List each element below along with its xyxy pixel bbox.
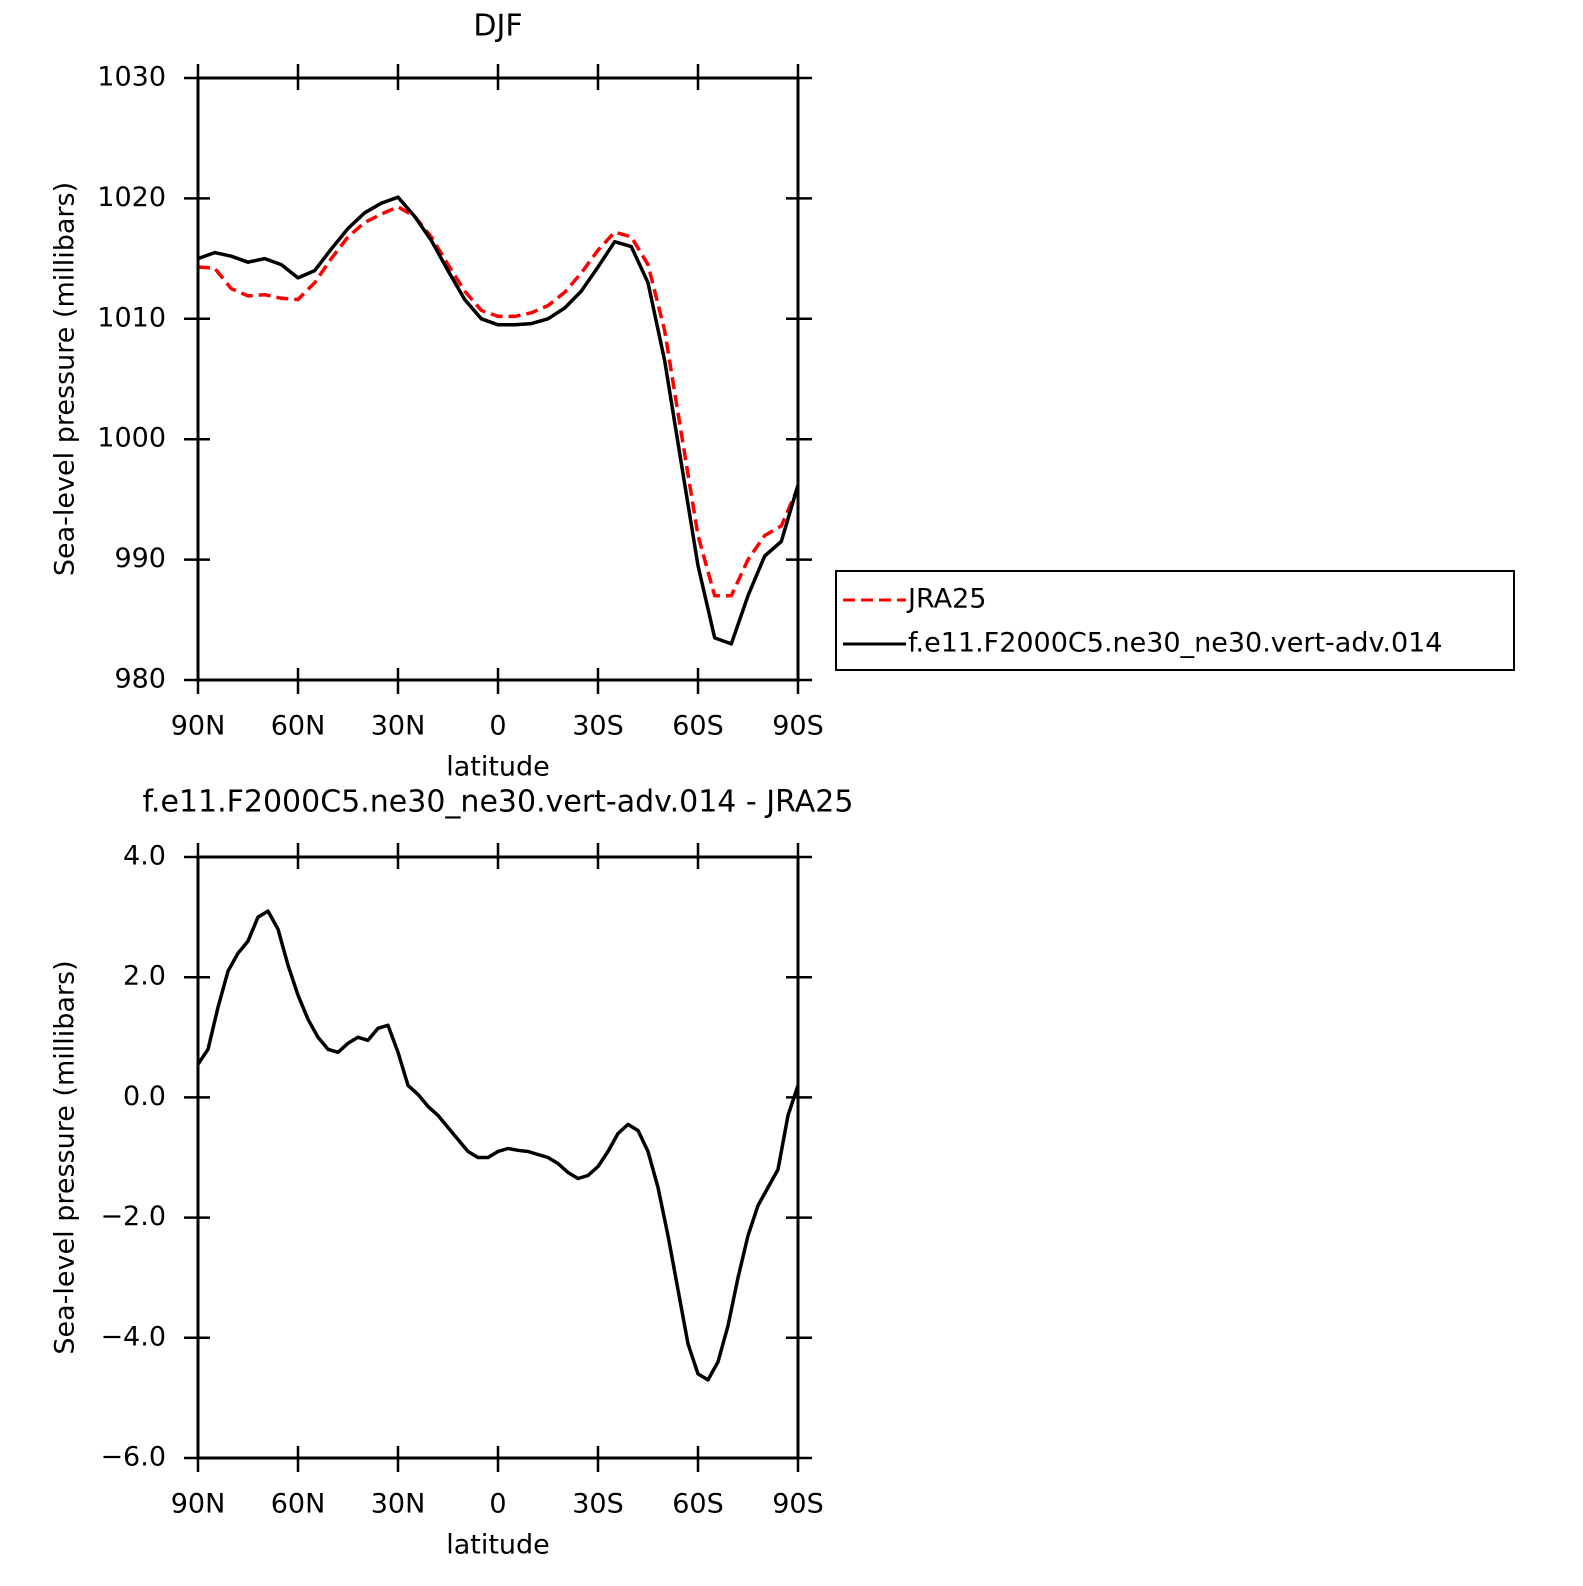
y-axis-label: Sea-level pressure (millibars) [50,960,81,1354]
y-tick-label: 1030 [97,62,166,93]
x-tick-label: 30N [371,711,426,742]
y-tick-label: −4.0 [100,1321,166,1352]
x-tick-label: 90N [171,711,226,742]
y-tick-label: −2.0 [100,1201,166,1232]
x-tick-label: 0 [489,1489,506,1520]
y-axis-label: Sea-level pressure (millibars) [50,182,81,576]
plot-frame [196,855,800,1460]
y-tick-label: 0.0 [123,1081,166,1112]
y-tick-label: 980 [114,664,166,695]
legend-box [835,570,1515,671]
x-tick-label: 90S [772,1489,824,1520]
x-tick-label: 90S [772,711,824,742]
y-tick-label: 2.0 [123,961,166,992]
data-line [196,909,800,1382]
plot-frame [196,76,800,682]
x-tick-label: 30S [572,1489,624,1520]
y-tick-label: 990 [114,543,166,574]
data-line [197,195,800,646]
legend-label: JRA25 [906,584,986,615]
y-tick-label: 1000 [97,423,166,454]
x-axis-label: latitude [446,1530,550,1561]
y-tick-label: 1020 [97,182,166,213]
x-tick-label: 60S [672,1489,724,1520]
x-tick-label: 90N [171,1489,226,1520]
x-tick-label: 60S [672,711,724,742]
y-tick-label: −6.0 [100,1442,166,1473]
chart-title: DJF [473,9,522,44]
x-tick-label: 0 [489,711,506,742]
y-tick-label: 1010 [97,302,166,333]
chart-title: f.e11.F2000C5.ne30_ne30.vert-adv.014 - J… [143,785,854,820]
x-tick-label: 30N [371,1489,426,1520]
x-tick-label: 30S [572,711,624,742]
data-line [197,205,800,598]
x-tick-label: 60N [271,711,326,742]
x-axis-label: latitude [446,752,550,783]
x-tick-label: 60N [271,1489,326,1520]
y-tick-label: 4.0 [123,841,166,872]
legend-label: f.e11.F2000C5.ne30_ne30.vert-adv.014 [908,628,1442,659]
